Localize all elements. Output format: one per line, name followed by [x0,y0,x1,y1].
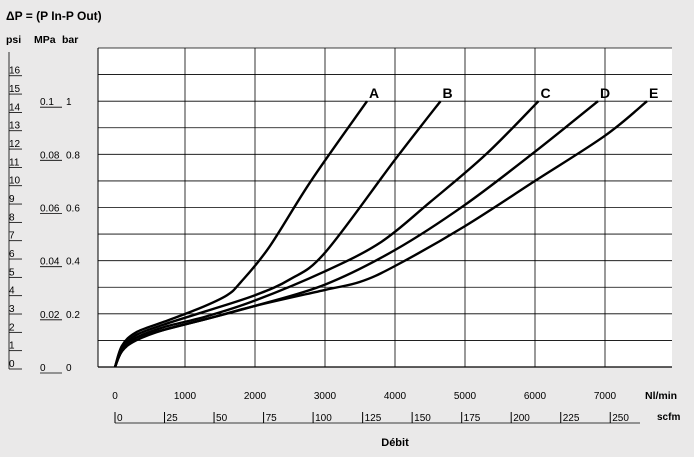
x-tick-label-primary: 0 [112,391,118,402]
bar-tick-label: 0.2 [66,310,80,321]
mpa-tick-label: 0.04 [40,257,60,268]
bar-tick-label: 0.8 [66,150,80,161]
x-tick-label-secondary: 25 [167,413,179,424]
psi-tick-label: 11 [9,157,20,168]
x-tick-label-primary: 1000 [174,391,197,402]
x-tick-label-secondary: 225 [563,413,580,424]
bar-tick-label: 1 [66,97,72,108]
psi-tick-label: 15 [9,84,21,95]
psi-tick-label: 6 [9,249,15,260]
x-tick-label-primary: 5000 [454,391,477,402]
series-label-b: B [443,85,453,101]
psi-tick-label: 13 [9,121,21,132]
psi-tick-label: 2 [9,322,15,333]
x-axis-title: Débit [381,437,409,449]
x-tick-label-secondary: 100 [315,413,332,424]
x-tick-label-secondary: 150 [414,413,431,424]
psi-tick-label: 12 [9,139,21,150]
series-label-e: E [649,85,658,101]
psi-tick-label: 7 [9,231,15,242]
x-unit-primary: Nl/min [645,390,677,402]
bar-tick-label: 0 [66,363,72,374]
bar-unit-label: bar [62,34,78,46]
psi-tick-label: 14 [9,102,21,113]
psi-unit-label: psi [6,34,21,46]
series-line-b [113,100,442,368]
bar-tick-label: 0.6 [66,204,80,215]
mpa-tick-label: 0.08 [40,150,60,161]
mpa-unit-label: MPa [34,34,56,46]
psi-tick-label: 9 [9,194,15,205]
x-tick-label-secondary: 125 [365,413,382,424]
x-unit-secondary: scfm [657,412,680,423]
series-label-c: C [541,85,551,101]
psi-tick-label: 0 [9,359,15,370]
mpa-tick-label: 0.02 [40,310,60,321]
series-label-a: A [369,85,379,101]
x-tick-label-secondary: 50 [216,413,228,424]
x-tick-label-secondary: 0 [117,413,123,424]
mpa-tick-label: 0 [40,363,46,374]
x-tick-label-primary: 3000 [314,391,337,402]
psi-tick-label: 3 [9,304,15,315]
series-line-e [113,100,648,368]
bar-tick-label: 0.4 [66,257,80,268]
x-tick-label-primary: 6000 [524,391,547,402]
x-tick-label-primary: 2000 [244,391,267,402]
series-line-a [113,100,368,368]
x-tick-label-secondary: 200 [513,413,530,424]
mpa-tick-label: 0.1 [40,97,54,108]
chart-title: ΔP = (P In-P Out) [6,9,102,23]
psi-tick-label: 1 [9,341,15,352]
series-label-d: D [600,85,610,101]
x-tick-label-secondary: 250 [612,413,629,424]
psi-tick-label: 16 [9,66,21,77]
psi-tick-label: 5 [9,267,15,278]
psi-tick-label: 8 [9,212,15,223]
mpa-tick-label: 0.06 [40,204,60,215]
x-tick-label-secondary: 75 [266,413,278,424]
x-tick-label-primary: 7000 [594,391,617,402]
x-tick-label-primary: 4000 [384,391,407,402]
psi-tick-label: 4 [9,286,15,297]
psi-tick-label: 10 [9,176,21,187]
x-tick-label-secondary: 175 [464,413,481,424]
